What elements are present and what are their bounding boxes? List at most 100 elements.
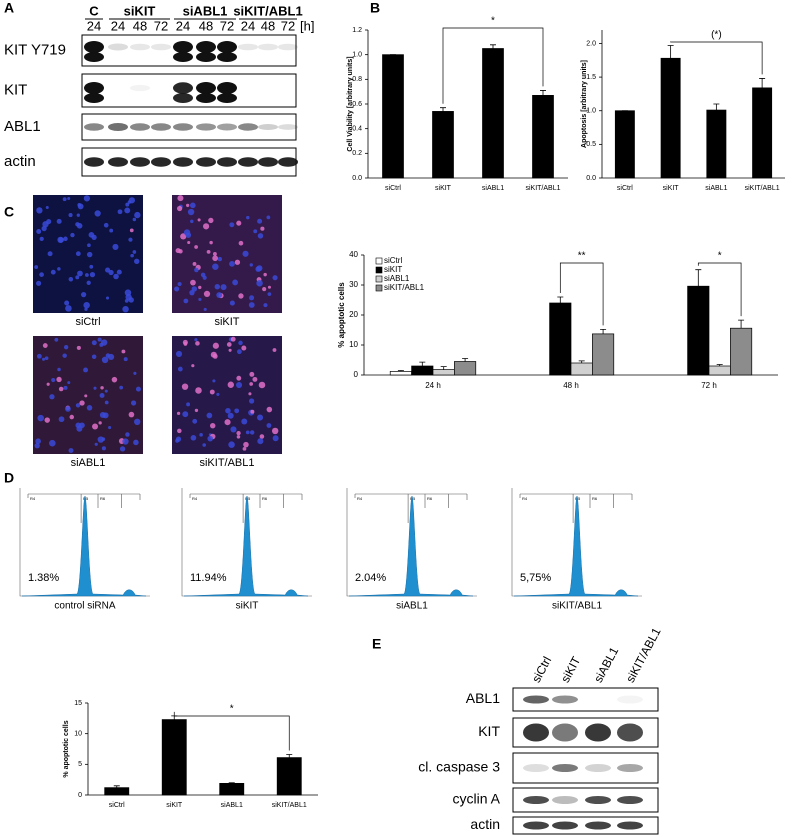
cell-nucleus [191, 286, 198, 292]
blot-frame [512, 687, 659, 712]
bar [549, 302, 572, 376]
cell-nucleus [97, 337, 102, 342]
cell-nucleus [234, 259, 241, 265]
cell-nucleus [62, 197, 67, 202]
cell-nucleus [99, 392, 105, 398]
significance-label: * [491, 16, 495, 27]
cell-nucleus [225, 407, 231, 414]
gate-label: R6 [100, 496, 106, 501]
error-bar [557, 296, 564, 303]
gate-label: R5 [83, 496, 89, 501]
bar [730, 327, 753, 376]
lane-label: 72 [220, 18, 234, 33]
cell-nucleus [105, 353, 111, 358]
band [523, 796, 549, 804]
cell-nucleus [266, 423, 272, 428]
error-bar [759, 78, 766, 88]
band [552, 796, 578, 804]
y-tick-label: 2.0 [586, 40, 596, 47]
cell-nucleus [260, 226, 265, 231]
cell-nucleus [198, 285, 202, 290]
y-axis-label: % apoptotic cells [337, 282, 346, 348]
cell-nucleus [189, 202, 196, 209]
error-bar [540, 90, 546, 96]
y-tick-label: 10 [349, 340, 358, 349]
bar [219, 782, 245, 796]
cell-nucleus [130, 400, 137, 406]
cell-nucleus [56, 376, 62, 383]
band [84, 41, 104, 53]
cell-nucleus [129, 228, 134, 233]
bar [687, 285, 710, 376]
micrograph-label: siKIT/ABL1 [199, 457, 254, 469]
cell-nucleus [86, 251, 93, 258]
cell-nucleus [236, 220, 242, 226]
lane-label: 24 [111, 18, 125, 33]
cell-nucleus [89, 264, 94, 269]
blot-row-label: KIT [4, 81, 27, 98]
cell-nucleus [210, 423, 216, 429]
y-axis-label: Apoptosis [arbitrary units] [581, 60, 588, 148]
cell-nucleus [93, 386, 97, 390]
bar [570, 362, 593, 376]
cell-nucleus [51, 377, 56, 383]
cell-nucleus [76, 425, 83, 432]
cell-nucleus [236, 431, 241, 436]
cell-nucleus [195, 387, 202, 394]
cell-nucleus [202, 443, 206, 447]
y-tick-label: 1.0 [352, 52, 362, 59]
band [238, 43, 258, 51]
band [523, 695, 549, 704]
cell-nucleus [37, 414, 44, 422]
error-bar [440, 366, 447, 370]
significance-label: * [718, 251, 722, 262]
legend-swatch [375, 257, 383, 265]
cell-nucleus [253, 229, 258, 234]
band [173, 123, 193, 131]
cell-nucleus [84, 394, 88, 398]
error-bar [440, 107, 446, 112]
cell-nucleus [266, 215, 271, 220]
cell-nucleus [100, 339, 108, 346]
error-bar [716, 364, 723, 366]
band [108, 43, 128, 51]
cell-nucleus [35, 438, 41, 445]
gate-line [27, 493, 141, 523]
cell-nucleus [227, 381, 234, 388]
histogram-peak [183, 495, 309, 597]
bar [276, 757, 302, 796]
band [130, 84, 150, 92]
cell-nucleus [69, 414, 75, 420]
cell-nucleus [182, 411, 189, 418]
cell-nucleus [236, 349, 242, 355]
x-tick-label: 48 h [563, 381, 579, 390]
cell-nucleus [45, 205, 49, 210]
band [84, 82, 104, 94]
legend-label: siKIT/ABL1 [384, 283, 425, 292]
cell-nucleus [245, 430, 250, 435]
cell-nucleus [267, 285, 271, 289]
cell-nucleus [134, 418, 141, 425]
y-tick-label: 40 [349, 250, 358, 259]
cell-nucleus [228, 441, 235, 448]
gate-label: R4 [192, 496, 198, 501]
band [238, 157, 258, 167]
cell-nucleus [174, 286, 180, 292]
panel-letter: C [4, 204, 14, 220]
cell-nucleus [263, 303, 268, 308]
error-bar [397, 370, 404, 372]
cell-nucleus [91, 234, 97, 240]
cell-nucleus [49, 439, 56, 447]
cell-nucleus [175, 436, 182, 442]
cell-nucleus [64, 300, 70, 306]
cell-nucleus [241, 418, 248, 425]
band [196, 157, 216, 167]
cell-nucleus [65, 305, 72, 312]
panel-letter: D [4, 470, 14, 486]
gate-label: R4 [357, 496, 363, 501]
band [585, 796, 611, 804]
x-tick-label: siKIT [663, 185, 680, 192]
cell-nucleus [91, 354, 97, 359]
band [552, 695, 578, 704]
histogram-label: siKIT/ABL1 [552, 601, 602, 612]
